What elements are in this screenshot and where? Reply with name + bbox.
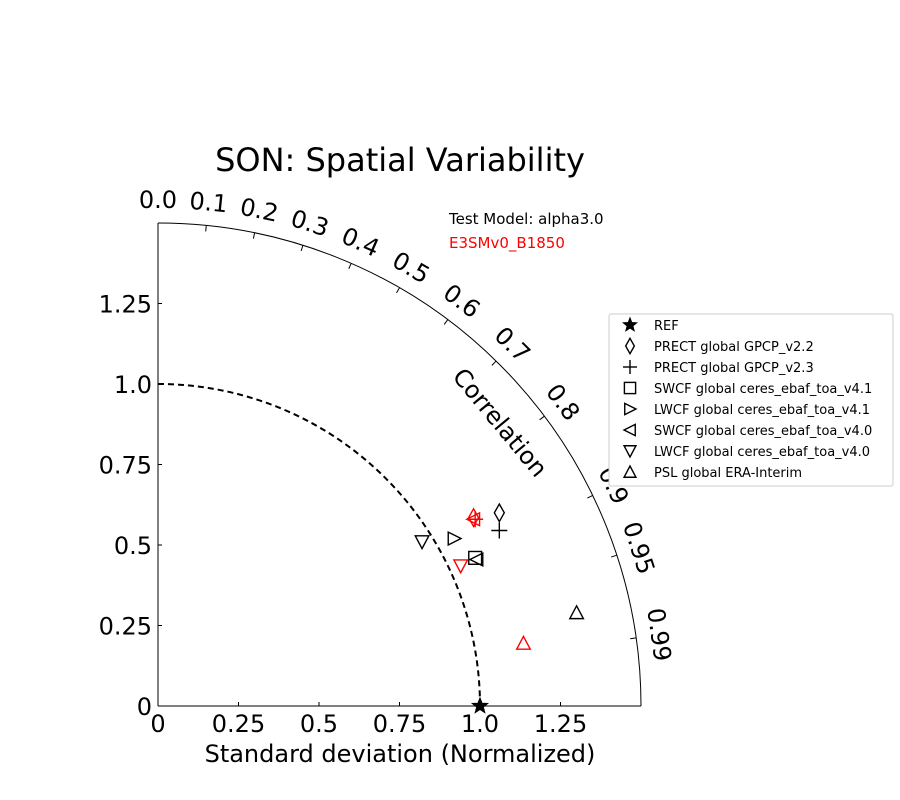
legend-label: PSL global ERA-Interim [654, 466, 802, 481]
legend-items: REF PRECT global GPCP_v2.2 PRECT global GP… [621, 316, 872, 481]
legend-marker-star [621, 316, 639, 332]
point-reference-triangle-up [515, 634, 532, 650]
legend-marker-triangle-up [622, 464, 638, 478]
legend-marker-square [623, 381, 637, 395]
legend-item: SWCF global ceres_ebaf_toa_v4.1 [623, 381, 872, 397]
reference-std-arc [157, 383, 481, 707]
corr-tick-label: 0.1 [188, 187, 229, 219]
legend-item: PRECT global GPCP_v2.2 [624, 336, 814, 356]
correlation-arc [157, 222, 642, 707]
legend-item: REF [621, 316, 679, 334]
x-tick-label: 1.0 [461, 710, 499, 738]
legend-item: PSL global ERA-Interim [622, 464, 802, 481]
corr-tick [587, 495, 593, 499]
y-tick-label: 0.25 [99, 613, 152, 641]
point-reference-triangle-down [452, 559, 469, 575]
legend-item: LWCF global ceres_ebaf_toa_v4.0 [622, 445, 870, 460]
axes-layer: 00 0.25 0.25 0.5 0.5 0.75 0.75 1.0 1.0 1.25 1.25 0.… [99, 186, 677, 738]
corr-tick [252, 232, 256, 239]
corr-tick-label: 0.99 [641, 606, 676, 663]
point-test-triangle-right [447, 531, 463, 547]
chart-title: SON: Spatial Variability [215, 141, 585, 179]
legend-label: PRECT global GPCP_v2.3 [654, 361, 814, 376]
x-tick-label: 0.5 [300, 710, 338, 738]
corr-tick-label: 0.95 [617, 518, 660, 578]
corr-tick [539, 415, 545, 421]
legend-marker-plus [623, 360, 637, 374]
corr-tick [348, 263, 352, 270]
corr-tick-label: 0.3 [287, 204, 332, 242]
corr-tick-label: 0.2 [238, 193, 281, 228]
point-test-diamond [493, 502, 506, 524]
corr-tick [396, 287, 400, 294]
legend-item: LWCF global ceres_ebaf_toa_v4.1 [624, 402, 870, 418]
corr-tick [491, 360, 497, 366]
legend-marker-triangle-left [622, 423, 636, 437]
point-test-star [470, 696, 490, 714]
x-tick-label: 0.25 [212, 710, 265, 738]
x-tick-label: 0.75 [373, 710, 426, 738]
corr-tick [205, 225, 207, 232]
corr-tick-label: 0.0 [139, 186, 177, 214]
corr-tick [300, 245, 304, 252]
point-test-square [468, 550, 483, 565]
legend-label: REF [654, 319, 679, 334]
legend: REF PRECT global GPCP_v2.2 PRECT global GP… [608, 313, 894, 487]
test-model-annotation: Test Model: alpha3.0 [448, 210, 604, 228]
legend-marker-triangle-down [622, 445, 638, 459]
points-layer [414, 502, 585, 714]
legend-label: PRECT global GPCP_v2.2 [654, 340, 814, 355]
corr-tick-label: 0.5 [387, 246, 434, 289]
point-test-triangle-up [568, 604, 585, 620]
x-tick-label: 0 [150, 710, 165, 738]
reference-model-annotation: E3SMv0_B1850 [449, 234, 565, 253]
point-test-triangle-down [414, 535, 431, 551]
legend-item: PRECT global GPCP_v2.3 [623, 360, 814, 376]
legend-marker-triangle-right [624, 402, 638, 416]
legend-label: SWCF global ceres_ebaf_toa_v4.1 [654, 382, 872, 397]
x-axis-label: Standard deviation (Normalized) [205, 740, 596, 768]
correlation-label: Correlation [447, 363, 553, 483]
point-test-triangle-left [468, 551, 484, 568]
x-tick-label: 1.25 [534, 710, 587, 738]
legend-item: SWCF global ceres_ebaf_toa_v4.0 [622, 423, 872, 439]
corr-tick [443, 319, 449, 325]
point-reference-plus [467, 511, 484, 528]
y-tick-label: 0.5 [114, 532, 152, 560]
y-tick-label: 1.0 [114, 371, 152, 399]
legend-marker-diamond [624, 336, 636, 356]
point-test-plus [491, 522, 508, 539]
y-tick-label: 0.75 [99, 452, 152, 480]
y-tick-label: 1.25 [99, 291, 152, 319]
legend-label: LWCF global ceres_ebaf_toa_v4.1 [654, 403, 870, 418]
y-tick-label: 0 [137, 693, 152, 721]
legend-label: SWCF global ceres_ebaf_toa_v4.0 [654, 424, 872, 439]
legend-frame [608, 313, 894, 487]
legend-label: LWCF global ceres_ebaf_toa_v4.0 [654, 445, 870, 460]
corr-tick [630, 637, 637, 640]
corr-tick [610, 554, 618, 558]
corr-tick-label: 0.4 [337, 222, 383, 263]
point-reference-triangle-left [465, 511, 481, 527]
